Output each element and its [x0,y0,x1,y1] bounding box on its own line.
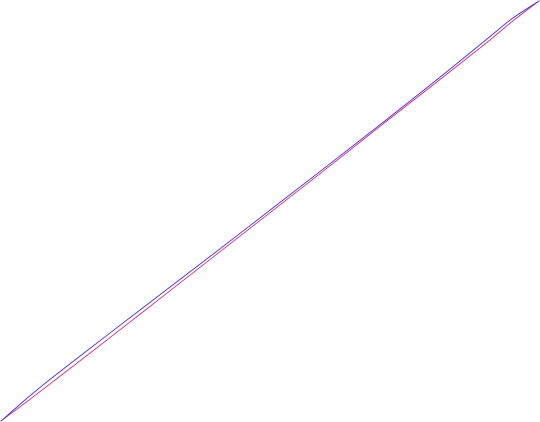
series-line-1 [0,0,540,422]
series-layer [0,0,540,422]
series-line-2 [0,0,540,422]
chart-area [0,0,540,422]
line-chart [0,0,540,422]
